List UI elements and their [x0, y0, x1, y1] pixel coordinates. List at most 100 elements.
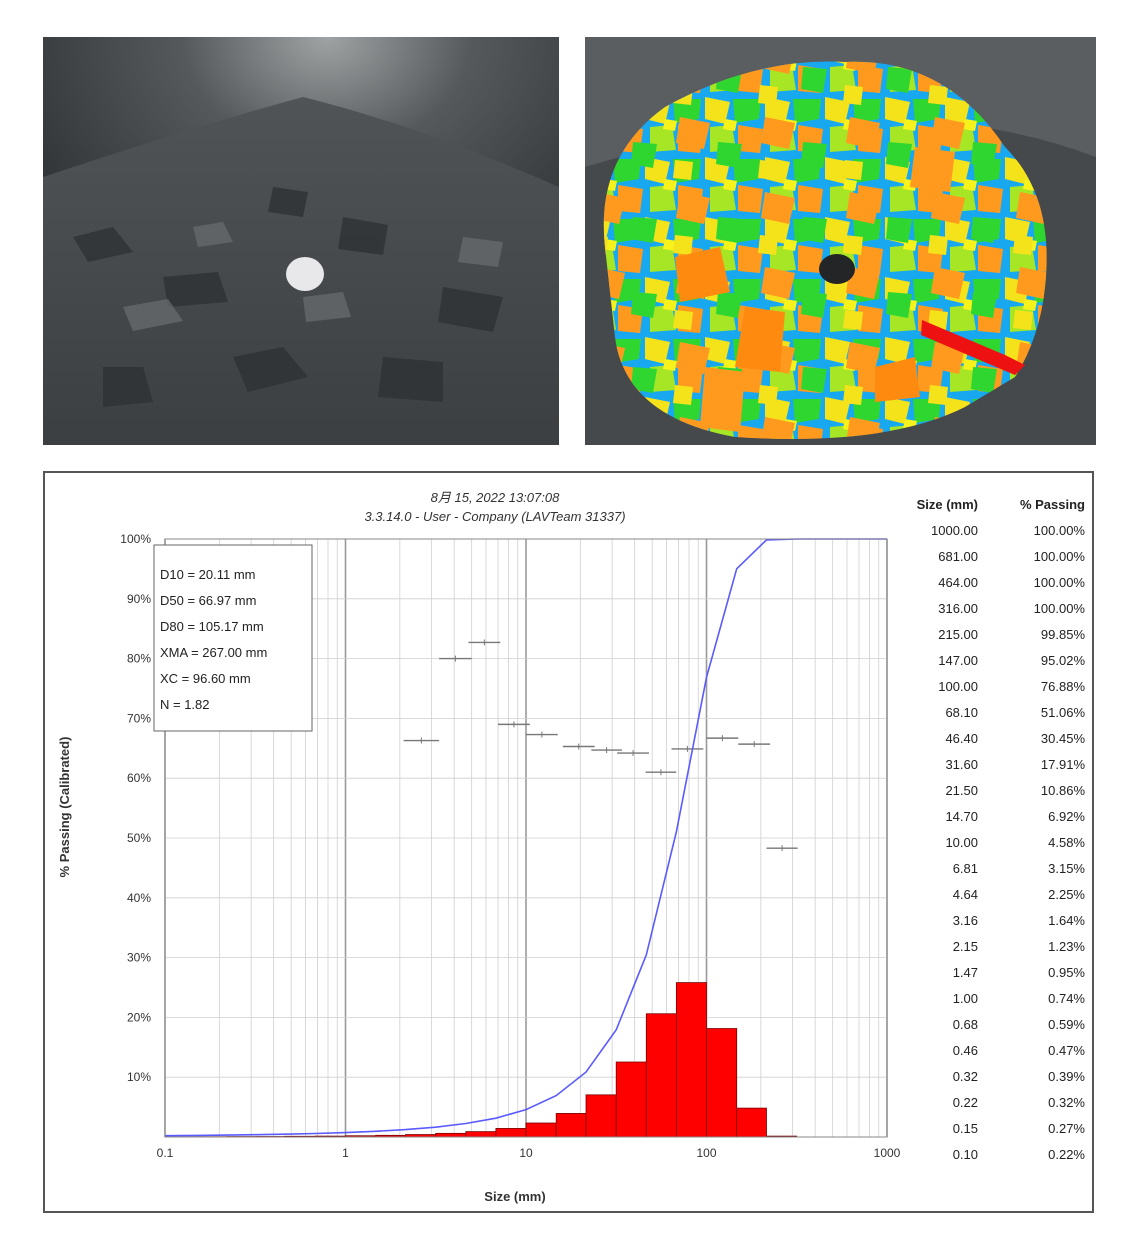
table-cell-passing: 0.47%: [1048, 1043, 1085, 1058]
histogram-bar: [435, 1132, 467, 1138]
table-cell-size: 100.00: [938, 679, 978, 694]
plot-border: [164, 538, 888, 1138]
table-cell-size: 1.00: [953, 991, 978, 1006]
rock-pile-image: [43, 37, 559, 445]
range-marker: [468, 639, 501, 646]
fragmentation-overlay-photo: [585, 37, 1096, 445]
stats-line: N = 1.82: [160, 697, 210, 712]
histogram-bar: [675, 982, 707, 1138]
table-cell-size: 681.00: [938, 549, 978, 564]
y-tick-label: 80%: [127, 652, 151, 666]
table-cell-size: 464.00: [938, 575, 978, 590]
table-cell-size: 4.64: [953, 887, 978, 902]
y-tick-label: 20%: [127, 1010, 151, 1024]
range-marker: [403, 737, 440, 744]
range-marker: [645, 769, 677, 776]
cumulative-passing-curve: [164, 538, 887, 1137]
table-cell-size: 1.47: [953, 965, 978, 980]
fragmentation-overlay-image: [585, 37, 1096, 445]
stats-line: D50 = 66.97 mm: [160, 593, 256, 608]
chart-canvas: 8月 15, 2022 13:07:08 3.3.14.0 - User - C…: [57, 490, 1086, 1204]
table-cell-passing: 76.88%: [1041, 679, 1086, 694]
histogram-bar: [706, 1028, 738, 1138]
x-tick-label: 1: [342, 1146, 349, 1160]
table-cell-passing: 99.85%: [1041, 627, 1086, 642]
table-cell-passing: 10.86%: [1041, 783, 1086, 798]
x-axis-label: Size (mm): [484, 1189, 545, 1204]
histogram-bars: [164, 982, 798, 1138]
table-cell-passing: 3.15%: [1048, 861, 1085, 876]
y-axis-label: % Passing (Calibrated): [57, 737, 72, 878]
table-cell-passing: 0.39%: [1048, 1069, 1085, 1084]
table-cell-passing: 0.32%: [1048, 1095, 1085, 1110]
table-cell-passing: 100.00%: [1034, 523, 1086, 538]
table-cell-passing: 1.23%: [1048, 939, 1085, 954]
size-passing-table: Size (mm) % Passing 1000.00 100.00% 681.00 10…: [917, 497, 1086, 1162]
range-marker: [617, 750, 649, 757]
y-tick-label: 90%: [127, 592, 151, 606]
table-cell-passing: 0.95%: [1048, 965, 1085, 980]
table-cell-size: 0.68: [953, 1017, 978, 1032]
stats-box: D10 = 20.11 mm D50 = 66.97 mm D80 = 105.17…: [153, 544, 313, 732]
table-cell-passing: 4.58%: [1048, 835, 1085, 850]
y-tick-label: 10%: [127, 1070, 151, 1084]
table-cell-passing: 30.45%: [1041, 731, 1086, 746]
range-marker: [562, 743, 595, 750]
table-cell-size: 0.15: [953, 1121, 978, 1136]
histogram-bar: [525, 1122, 557, 1138]
y-tick-label: 50%: [127, 831, 151, 845]
range-marker: [671, 745, 704, 752]
table-cell-size: 316.00: [938, 601, 978, 616]
table-cell-passing: 95.02%: [1041, 653, 1086, 668]
table-cell-passing: 0.59%: [1048, 1017, 1085, 1032]
histogram-bar: [736, 1107, 767, 1138]
table-cell-passing: 100.00%: [1034, 575, 1086, 590]
table-cell-size: 1000.00: [931, 523, 978, 538]
y-tick-label: 60%: [127, 771, 151, 785]
y-tick-label: 70%: [127, 711, 151, 725]
rock-pile-photo: [43, 37, 559, 445]
table-cell-passing: 100.00%: [1034, 549, 1086, 564]
table-cell-size: 14.70: [945, 809, 978, 824]
table-cell-passing: 1.64%: [1048, 913, 1085, 928]
table-cell-size: 215.00: [938, 627, 978, 642]
table-cell-size: 46.40: [945, 731, 978, 746]
table-cell-size: 0.46: [953, 1043, 978, 1058]
histogram-bar: [495, 1128, 527, 1138]
range-marker: [766, 845, 798, 852]
table-cell-size: 3.16: [953, 913, 978, 928]
x-tick-label: 1000: [874, 1146, 901, 1160]
table-cell-size: 0.10: [953, 1147, 978, 1162]
histogram-bar: [615, 1061, 647, 1138]
y-tick-label: 30%: [127, 951, 151, 965]
table-cell-size: 0.32: [953, 1069, 978, 1084]
table-cell-passing: 0.74%: [1048, 991, 1085, 1006]
table-cell-size: 2.15: [953, 939, 978, 954]
y-tick-labels: 10% 20% 30% 40% 50% 60% 70% 80% 90% 100%: [120, 532, 151, 1084]
range-marker: [591, 747, 622, 754]
y-tick-label: 100%: [120, 532, 151, 546]
x-tick-label: 100: [696, 1146, 716, 1160]
table-cell-size: 147.00: [938, 653, 978, 668]
table-header-size: Size (mm): [917, 497, 978, 512]
histogram-bar: [555, 1113, 587, 1138]
x-tick-label: 0.1: [157, 1146, 174, 1160]
table-cell-passing: 51.06%: [1041, 705, 1086, 720]
table-cell-size: 6.81: [953, 861, 978, 876]
range-marker: [706, 735, 739, 742]
table-cell-size: 68.10: [945, 705, 978, 720]
chart-title-line1: 8月 15, 2022 13:07:08: [431, 490, 560, 505]
histogram-bar: [645, 1013, 677, 1138]
particle-size-distribution-chart: 8月 15, 2022 13:07:08 3.3.14.0 - User - C…: [43, 471, 1094, 1213]
stats-line: D10 = 20.11 mm: [160, 567, 256, 582]
table-cell-passing: 0.27%: [1048, 1121, 1085, 1136]
stats-line: D80 = 105.17 mm: [160, 619, 264, 634]
y-tick-label: 40%: [127, 891, 151, 905]
histogram-bar: [585, 1094, 617, 1138]
table-cell-size: 0.22: [953, 1095, 978, 1110]
range-marker: [498, 721, 530, 728]
stats-line: XC = 96.60 mm: [160, 671, 251, 686]
x-tick-label: 10: [519, 1146, 533, 1160]
table-header-passing: % Passing: [1020, 497, 1085, 512]
x-tick-labels: 0.1 1 10 100 1000: [157, 1146, 901, 1160]
